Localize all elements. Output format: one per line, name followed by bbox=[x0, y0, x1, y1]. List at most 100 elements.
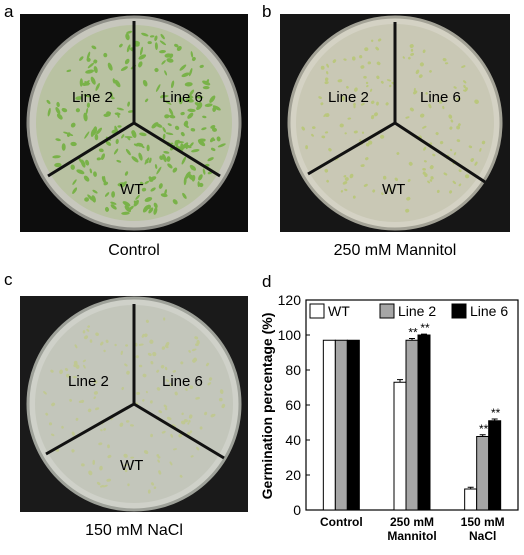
seedling bbox=[133, 143, 139, 147]
seedling bbox=[126, 370, 130, 375]
seedling bbox=[184, 82, 193, 87]
seedling bbox=[195, 95, 204, 99]
caption-mannitol: 250 mM Mannitol bbox=[333, 242, 457, 259]
seedling bbox=[143, 450, 149, 455]
seedling bbox=[456, 139, 461, 143]
seedling bbox=[201, 127, 207, 131]
seedling bbox=[161, 430, 166, 434]
seedling bbox=[160, 364, 165, 369]
seedling bbox=[112, 78, 116, 84]
x-category-label: 150 mM bbox=[461, 515, 505, 529]
seedling bbox=[367, 61, 371, 65]
seedling bbox=[340, 190, 344, 193]
plate-b-line6-label: Line 6 bbox=[420, 89, 461, 106]
seedling bbox=[71, 431, 75, 436]
seedling bbox=[73, 360, 78, 365]
germination-chart: Germination percentage (%) 0 20 40 60 80 100 1… bbox=[256, 288, 524, 550]
seedling bbox=[127, 101, 130, 107]
seedling bbox=[207, 157, 214, 162]
bar-line2-0 bbox=[334, 339, 348, 511]
seedling bbox=[448, 114, 453, 119]
seedling bbox=[86, 102, 91, 108]
seedling bbox=[150, 433, 154, 438]
seedling bbox=[144, 197, 153, 202]
seedling bbox=[187, 112, 194, 119]
seedling bbox=[80, 159, 86, 168]
seedling bbox=[380, 80, 384, 84]
panel-letter-d: d bbox=[262, 272, 272, 291]
seedling bbox=[326, 179, 329, 183]
seedling bbox=[312, 126, 316, 130]
seedling bbox=[176, 141, 185, 144]
seedling bbox=[196, 339, 200, 345]
seedling bbox=[153, 207, 158, 215]
y-tick-label: 100 bbox=[278, 327, 302, 343]
seedling bbox=[84, 197, 89, 202]
seedling bbox=[419, 62, 424, 67]
seedling bbox=[127, 483, 130, 487]
seedling bbox=[174, 43, 179, 48]
seedling bbox=[166, 58, 174, 63]
seedling bbox=[114, 112, 121, 116]
plate-c-wt-label: WT bbox=[120, 457, 143, 474]
seedling bbox=[136, 142, 144, 147]
seedling bbox=[442, 105, 445, 110]
seedling bbox=[425, 92, 429, 95]
seedling bbox=[110, 204, 117, 210]
seedling bbox=[479, 147, 482, 152]
seedling bbox=[125, 33, 130, 41]
seedling bbox=[72, 375, 77, 379]
seedling bbox=[173, 448, 177, 451]
seedling bbox=[124, 205, 132, 213]
seedling bbox=[166, 156, 171, 162]
seedling bbox=[92, 459, 96, 465]
seedling bbox=[72, 187, 78, 194]
seedling bbox=[455, 97, 461, 101]
seedling bbox=[104, 206, 110, 212]
plate-photo-control: Line 2 Line 6 WT bbox=[20, 14, 248, 232]
seedling bbox=[205, 362, 210, 367]
seedling bbox=[150, 187, 156, 192]
seedling bbox=[353, 104, 356, 109]
seedling bbox=[75, 108, 81, 113]
seedling bbox=[381, 192, 384, 196]
seedling bbox=[170, 80, 175, 89]
seedling bbox=[305, 145, 309, 150]
seedling bbox=[144, 333, 148, 338]
seedling bbox=[99, 465, 103, 471]
seedling bbox=[321, 135, 326, 139]
seedling bbox=[209, 95, 216, 103]
seedling bbox=[110, 96, 115, 100]
seedling bbox=[349, 173, 354, 179]
seedlings-control bbox=[46, 30, 226, 215]
seedling bbox=[119, 422, 124, 427]
seedling bbox=[170, 433, 174, 438]
seedling bbox=[144, 98, 149, 103]
seedling bbox=[219, 389, 224, 394]
seedling bbox=[84, 80, 90, 86]
seedling bbox=[344, 132, 347, 135]
panel-letter-c: c bbox=[4, 270, 13, 289]
seedling bbox=[202, 86, 210, 90]
bar-line2-1 bbox=[405, 339, 419, 511]
seedling bbox=[444, 62, 449, 65]
seedling bbox=[311, 133, 314, 137]
seedling bbox=[64, 367, 69, 372]
seedling bbox=[83, 175, 90, 182]
seedling bbox=[101, 153, 105, 161]
seedling bbox=[46, 99, 51, 105]
seedling bbox=[181, 156, 187, 165]
seedling bbox=[179, 474, 183, 478]
seedling bbox=[138, 343, 144, 346]
seedling bbox=[320, 65, 325, 70]
seedling bbox=[111, 191, 116, 198]
seedling bbox=[191, 149, 200, 153]
seedling bbox=[124, 363, 128, 367]
seedling bbox=[337, 79, 343, 83]
seedling bbox=[95, 82, 100, 91]
seedling bbox=[190, 455, 194, 458]
seedling bbox=[388, 187, 392, 193]
seedling bbox=[386, 79, 392, 82]
seedling bbox=[405, 116, 410, 119]
seedling bbox=[370, 88, 373, 92]
